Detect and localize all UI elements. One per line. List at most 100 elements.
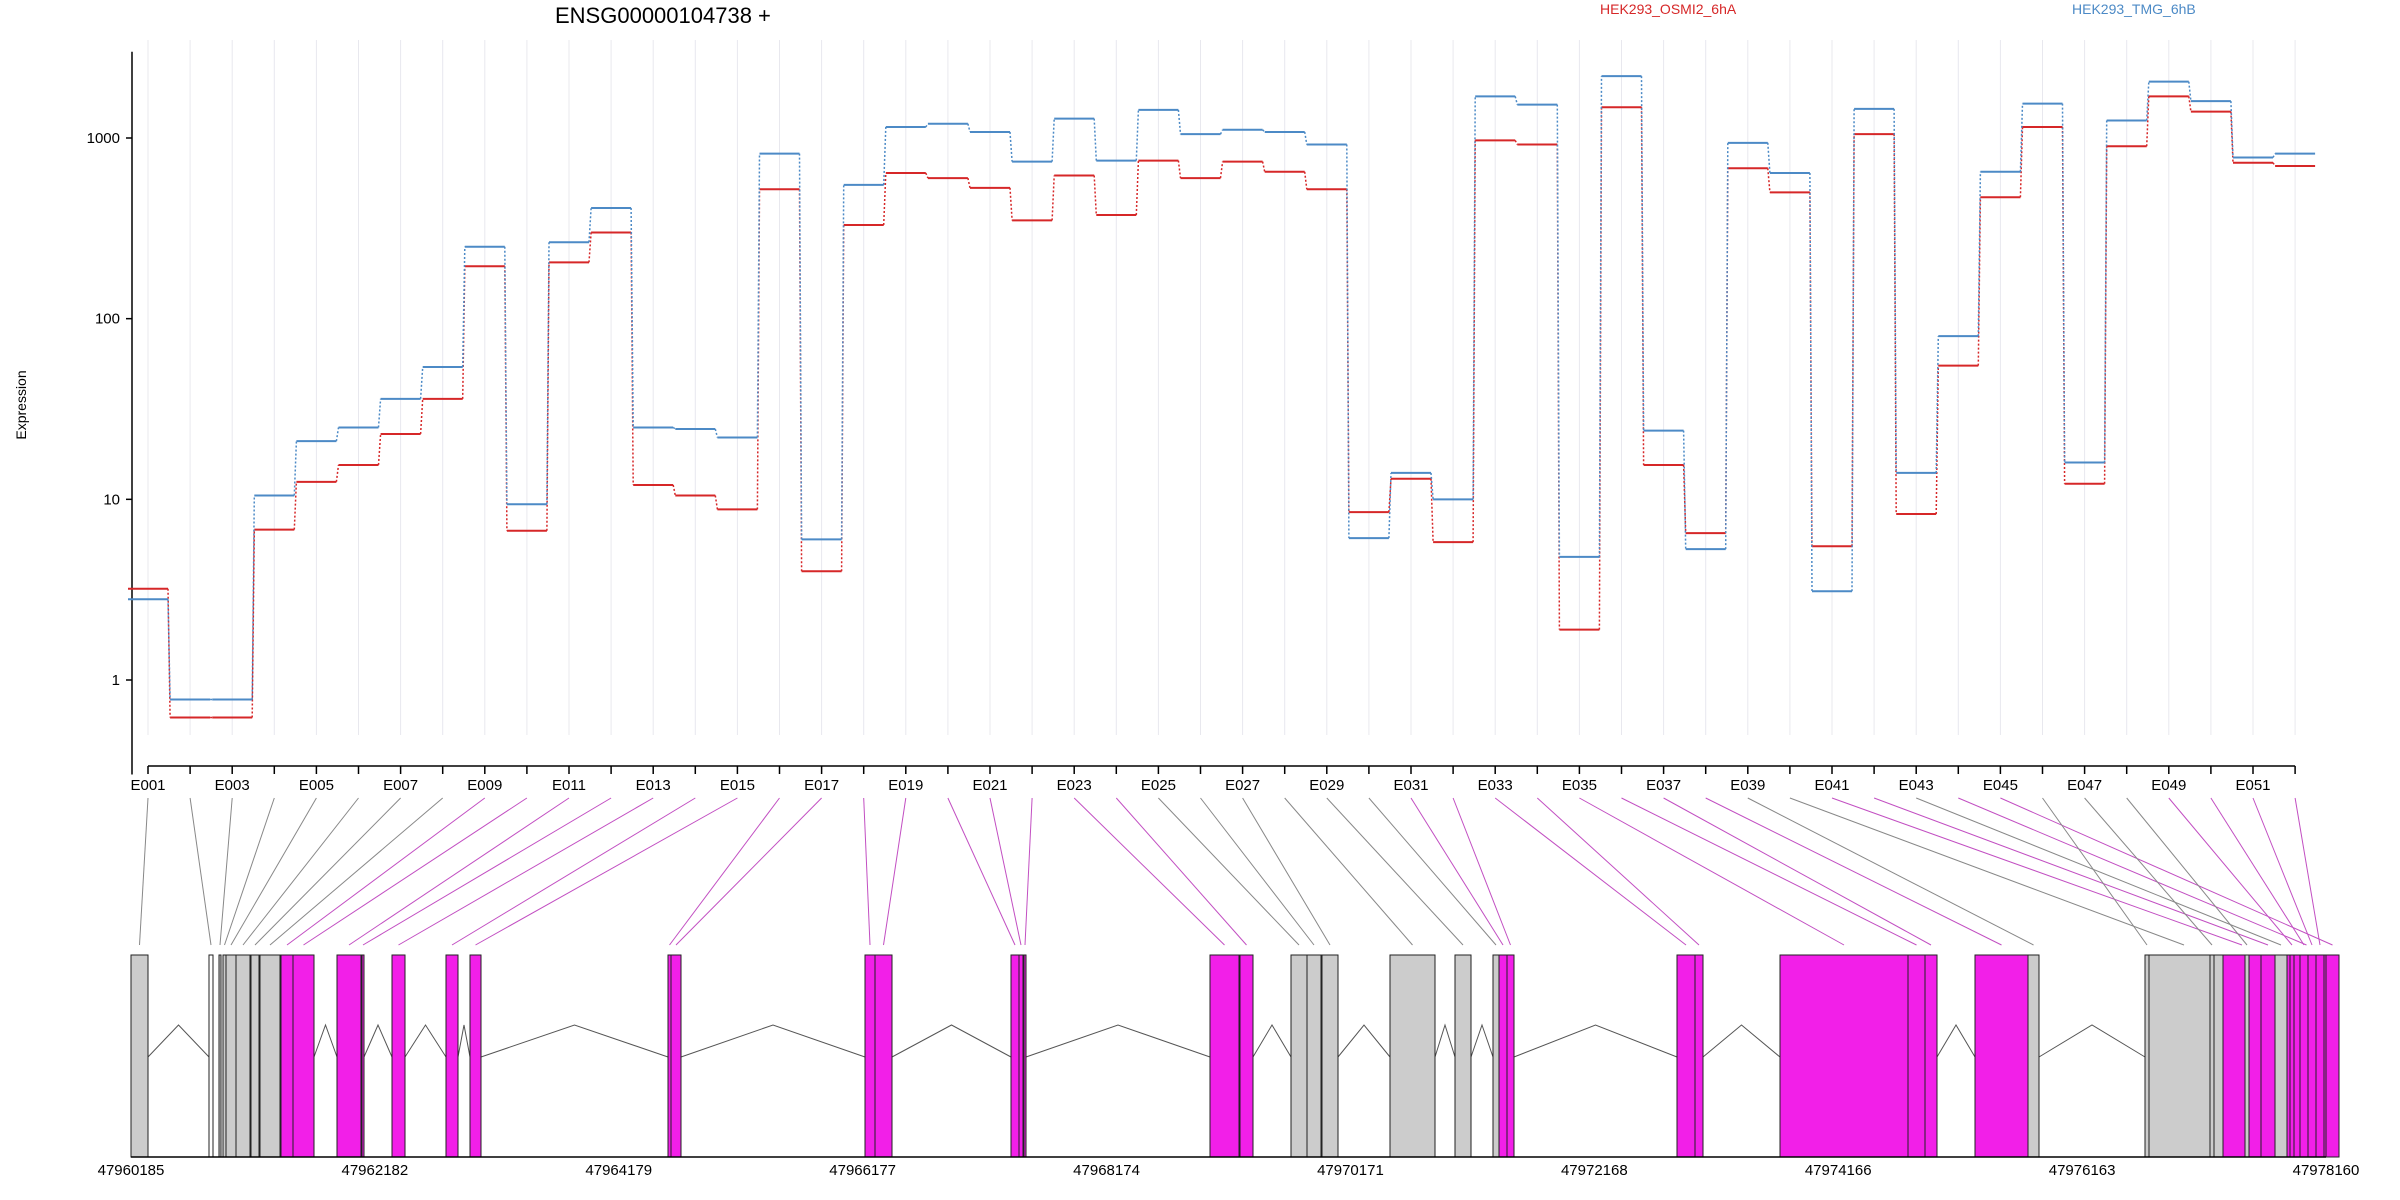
exon-block (336, 954, 362, 1158)
intron-line (457, 1024, 471, 1058)
series-connector (293, 481, 298, 530)
exon-block (1290, 954, 1308, 1158)
intron-line (891, 1024, 1012, 1058)
x-tick-label: E049 (2151, 777, 2186, 794)
exon-connector (2000, 797, 2333, 946)
coordinate-label: 47962182 (342, 1162, 409, 1179)
exon-connector (362, 797, 612, 946)
series-connector (419, 366, 424, 399)
exon-connector (1158, 797, 1300, 946)
exon-connector (1242, 797, 1331, 946)
series-connector (1430, 472, 1434, 500)
x-axis: E001 E003 E005 E007 E009 E011 E013 E015 E017 E019… (130, 765, 2296, 794)
x-tick-label: E009 (467, 777, 502, 794)
series-connector (714, 428, 719, 438)
series-connector (1809, 173, 1813, 592)
exon-block (1209, 954, 1240, 1158)
exon-connector (947, 797, 1016, 946)
exon-connector (398, 797, 654, 946)
series-connector (588, 232, 592, 263)
x-tick-label: E039 (1730, 777, 1765, 794)
x-tick-label: E045 (1983, 777, 2018, 794)
x-tick-label: E011 (552, 777, 586, 794)
series-connector (2188, 81, 2192, 102)
exon-block (1492, 954, 1500, 1158)
coordinate-label: 47978160 (2293, 1162, 2360, 1179)
series-connector (1135, 160, 1140, 215)
exon-block (391, 954, 406, 1158)
series-connector (1009, 131, 1013, 162)
intron-line (147, 1024, 210, 1058)
exon-block (2315, 954, 2325, 1158)
series-connector (1767, 168, 1771, 193)
exon-block (2299, 954, 2309, 1158)
intron-line (680, 1024, 866, 1058)
exon-connector (1958, 797, 2307, 946)
exon-block (250, 954, 260, 1158)
series-connector (1346, 144, 1350, 539)
x-tick-label: E027 (1225, 777, 1260, 794)
series-connector (1935, 365, 1940, 514)
exon-connector (1916, 797, 2282, 946)
exon-connector (242, 797, 359, 946)
x-tick-label: E047 (2067, 777, 2102, 794)
coordinate-label: 47966177 (829, 1162, 896, 1179)
exon-connector (1410, 797, 1504, 946)
series-connector (1093, 175, 1098, 215)
intron-line (1252, 1024, 1292, 1058)
exon-block (1010, 954, 1020, 1158)
legend-item-tmg: HEK293_TMG_6hB (2072, 1, 2196, 17)
series-connector (1093, 118, 1098, 161)
intron-line (313, 1023, 338, 1058)
exon-connector (2042, 797, 2148, 946)
series-connector (882, 127, 887, 185)
exon-connector (1789, 797, 2185, 946)
series-connector (2272, 162, 2276, 167)
series-connector (925, 123, 929, 128)
y-tick-label: 1 (112, 672, 120, 689)
exon-connector (348, 797, 570, 946)
series-connector (1009, 187, 1013, 221)
exon-connector (269, 797, 444, 946)
series-connector (1051, 175, 1055, 221)
series-connector (1472, 96, 1476, 500)
series-connector (1724, 142, 1729, 550)
x-tick-label: E019 (888, 777, 923, 794)
y-axis-label: Expression (13, 370, 29, 439)
exon-block (1924, 954, 1938, 1158)
series-connector (335, 427, 340, 442)
series-connector (1935, 336, 1940, 473)
exon-block (361, 954, 365, 1158)
exon-connector (989, 797, 1022, 946)
exon-connector (2294, 797, 2321, 946)
series-connector (504, 246, 508, 505)
chart-title: ENSG00000104738 + (555, 3, 771, 28)
intron-line (404, 1024, 447, 1058)
series-connector (1767, 142, 1771, 174)
exon-block (1454, 954, 1472, 1158)
coordinate-label: 47960185 (98, 1162, 165, 1179)
exon-connector (254, 797, 401, 946)
series-connector (967, 123, 971, 133)
y-tick-label: 1000 (87, 130, 120, 147)
series-connector (714, 495, 719, 510)
series-connector (798, 153, 803, 540)
exon-block (2260, 954, 2276, 1158)
exon-block (2274, 954, 2288, 1158)
x-tick-label: E017 (804, 777, 839, 794)
x-tick-label: E043 (1899, 777, 1934, 794)
exon-block (1389, 954, 1436, 1158)
x-tick-label: E023 (1057, 777, 1092, 794)
exon-block (2289, 954, 2295, 1158)
x-tick-label: E031 (1393, 777, 1428, 794)
series-connector (840, 184, 845, 540)
intron-line (1337, 1024, 1391, 1058)
y-tick-label: 100 (95, 311, 120, 328)
exon-connector (475, 797, 738, 946)
series-connector (2272, 153, 2276, 158)
coordinate-label: 47968174 (1073, 1162, 1140, 1179)
exon-block (2325, 954, 2340, 1158)
series-connector (1977, 197, 1982, 366)
x-tick-label: E025 (1141, 777, 1176, 794)
